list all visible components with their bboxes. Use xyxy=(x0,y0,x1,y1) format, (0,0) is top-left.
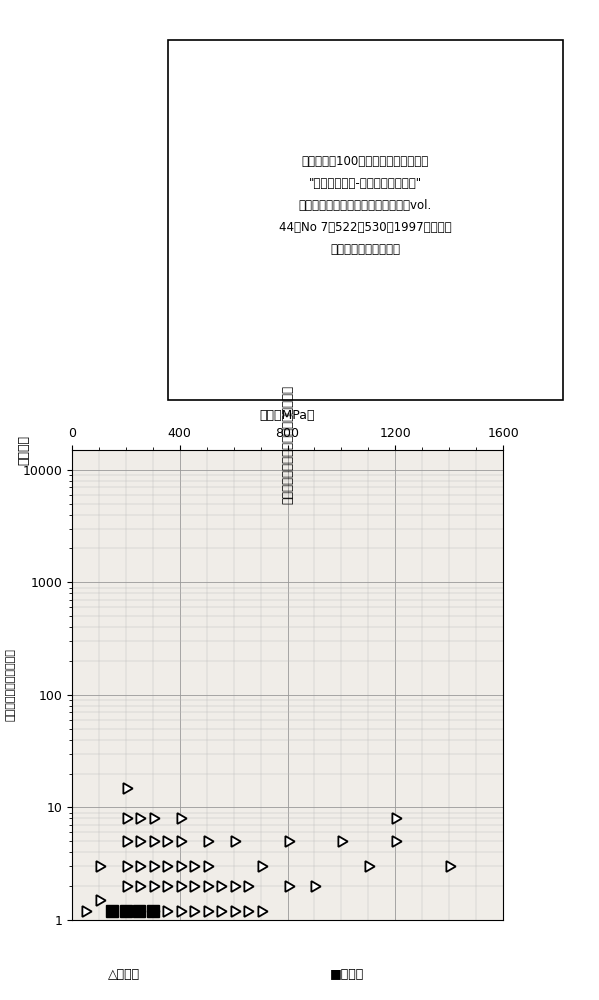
Text: 耐热芽孢: 耐热芽孢 xyxy=(17,435,31,465)
Text: ■：无菌: ■：无菌 xyxy=(329,968,364,982)
FancyBboxPatch shape xyxy=(168,40,563,400)
Y-axis label: 初期菌数相対数（倍数）: 初期菌数相対数（倍数） xyxy=(5,649,16,721)
X-axis label: 压力（MPa）: 压力（MPa） xyxy=(260,409,315,422)
Text: 归纳了过去100年间的实验结果的论文
"高压杀菌技术-其实用化中的课题"
园池耕一郎、由日本食品科学工学会vol.
44，No 7，522～530（1997）摘: 归纳了过去100年间的实验结果的论文 "高压杀菌技术-其实用化中的课题" 园池耕… xyxy=(279,155,452,256)
Text: △：存活: △：存活 xyxy=(108,968,140,982)
Text: 关于压力处理和微生物存活的文献总结: 关于压力处理和微生物存活的文献总结 xyxy=(281,385,294,504)
